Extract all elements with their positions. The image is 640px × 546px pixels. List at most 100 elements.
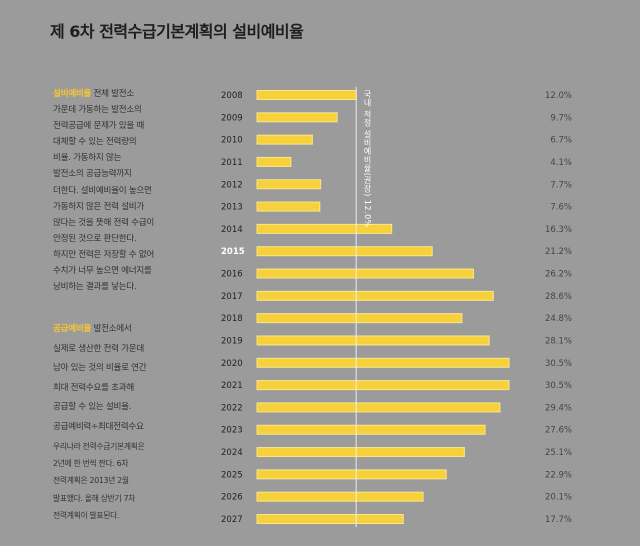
value-label: 20.1% (545, 493, 572, 503)
year-label: 2024 (221, 448, 243, 458)
value-label: 17.7% (545, 515, 572, 525)
value-label: 9.7% (550, 113, 572, 123)
value-label: 12.0% (545, 91, 572, 101)
year-label: 2021 (221, 381, 243, 391)
text-line: 많다는 것을 뜻해 전력 수급이 (53, 215, 154, 231)
term-highlight: 공급예비율 (53, 324, 92, 334)
text-span: 많다는 것을 뜻해 전력 수급이 (53, 217, 155, 228)
text-span: 가동하지 않은 전력 설비가 (53, 201, 144, 212)
text-span: 더한다. 설비예비율이 높으면 (53, 185, 152, 196)
bar-2024 (256, 447, 465, 458)
text-line: 하지만 전력은 저장할 수 없어 (53, 247, 154, 263)
text-line: 가운데 가동하는 발전소의 (53, 102, 154, 118)
text-span: 전체 발전소 (91, 89, 134, 99)
text-line: 남아 있는 것의 비율로 연간 (53, 359, 147, 379)
year-label: 2025 (221, 470, 243, 480)
value-label: 22.9% (545, 470, 572, 480)
bar-2022 (256, 402, 501, 413)
text-line: 발표했다. 올해 상반기 7차 (53, 490, 145, 507)
text-span: 공급예비력÷최대전력수요 (53, 421, 144, 432)
year-label: 2008 (221, 91, 243, 101)
text-line: 실제로 생산한 전력 가운데 (53, 340, 146, 360)
text-span: 하지만 전력은 저장할 수 없어 (53, 249, 155, 260)
text-span: 전력공급에 문제가 있을 때 (53, 121, 144, 132)
bar-2010 (256, 134, 313, 145)
year-label: 2022 (221, 403, 243, 413)
text-line: 발전소의 공급능력까지 (53, 166, 154, 182)
bar-2019 (256, 335, 490, 346)
text-line: 가동하지 않은 전력 설비가 (53, 199, 154, 215)
text-span: 남아 있는 것의 비율로 연간 (53, 363, 147, 373)
term-highlight: 설비예비율 (53, 89, 92, 99)
value-label: 30.5% (545, 359, 572, 369)
year-label: 2013 (221, 203, 243, 213)
text-span: 최대 전력수요를 초과해 (53, 382, 134, 393)
text-span: 공급할 수 있는 설비율. (53, 402, 132, 412)
value-label: 28.1% (545, 336, 572, 346)
text-span: 발전소에서 (91, 324, 132, 334)
year-label: 2009 (221, 113, 243, 123)
year-label: 2014 (221, 225, 243, 235)
text-span: 가운데 가동하는 발전소의 (53, 105, 142, 116)
text-line: 낭비하는 결과를 낳는다. (53, 279, 154, 295)
text-span: 2년에 한 번씩 짠다. 6차 (53, 459, 129, 469)
year-label: 2016 (221, 270, 243, 280)
value-label: 28.6% (545, 292, 572, 302)
text-span: 전력계획은 2013년 2월 (53, 476, 129, 486)
value-label: 6.7% (550, 136, 572, 146)
text-span: 발표했다. 올해 상반기 7차 (53, 493, 136, 503)
bar-2012 (256, 179, 322, 190)
year-label: 2020 (221, 359, 243, 369)
text-span: 실제로 생산한 전력 가운데 (53, 343, 144, 354)
value-label: 25.1% (545, 448, 572, 458)
value-label: 30.5% (545, 381, 572, 391)
year-label: 2023 (221, 426, 243, 436)
text-line: 공급예비력÷최대전력수요 (53, 418, 146, 438)
value-label: 29.4% (545, 403, 572, 413)
text-line: 수치가 너무 높으면 에너지를 (53, 263, 154, 279)
value-label: 26.2% (545, 270, 572, 280)
text-line: 대체할 수 있는 전력량의 (53, 134, 154, 150)
bar-2026 (256, 491, 424, 502)
value-label: 4.1% (550, 158, 572, 168)
year-label: 2015 (221, 247, 245, 257)
text-line: 전력계획이 발표된다. (53, 507, 145, 524)
text-line: 최대 전력수요를 초과해 (53, 379, 146, 399)
bar-2027 (256, 514, 404, 524)
text-line: 공급할 수 있는 설비율. (53, 398, 146, 418)
text-line: 안정된 것으로 판단한다. (53, 231, 154, 247)
text-line: 공급예비율 발전소에서 (53, 320, 146, 340)
chart-title: 제 6차 전력수급기본계획의 설비예비율 (50, 22, 304, 41)
text-span: 비율. 가동하지 않는 (53, 153, 122, 164)
text-span: 대체할 수 있는 전력량의 (53, 137, 137, 148)
text-span: 우리나라 전력수급기본계획은 (53, 442, 145, 451)
bar-2014 (256, 223, 393, 234)
bar-2013 (256, 201, 321, 212)
bar-2008 (256, 90, 357, 100)
text-span: 안정된 것으로 판단한다. (53, 233, 137, 244)
year-label: 2010 (221, 136, 243, 146)
bar-2020 (256, 357, 510, 368)
text-line: 전력공급에 문제가 있을 때 (53, 118, 154, 134)
value-label: 27.6% (545, 426, 572, 436)
bar-2018 (256, 313, 463, 324)
year-label: 2017 (221, 292, 243, 302)
text-line: 우리나라 전력수급기본계획은 (53, 438, 145, 455)
text-span: 수치가 너무 높으면 에너지를 (53, 266, 152, 277)
year-label: 2027 (221, 515, 243, 525)
text-line: 비율. 가동하지 않는 (53, 150, 154, 166)
text-line: 전력계획은 2013년 2월 (53, 472, 145, 489)
value-label: 7.6% (550, 203, 572, 213)
value-label: 16.3% (545, 225, 572, 235)
value-label: 24.8% (545, 314, 572, 324)
text-span: 낭비하는 결과를 낳는다. (53, 282, 137, 293)
year-label: 2019 (221, 336, 243, 346)
bar-2016 (256, 268, 474, 279)
text-span: 전력계획이 발표된다. (53, 510, 120, 520)
text-line: 설비예비율 전체 발전소 (53, 86, 154, 102)
bar-2017 (256, 290, 494, 301)
